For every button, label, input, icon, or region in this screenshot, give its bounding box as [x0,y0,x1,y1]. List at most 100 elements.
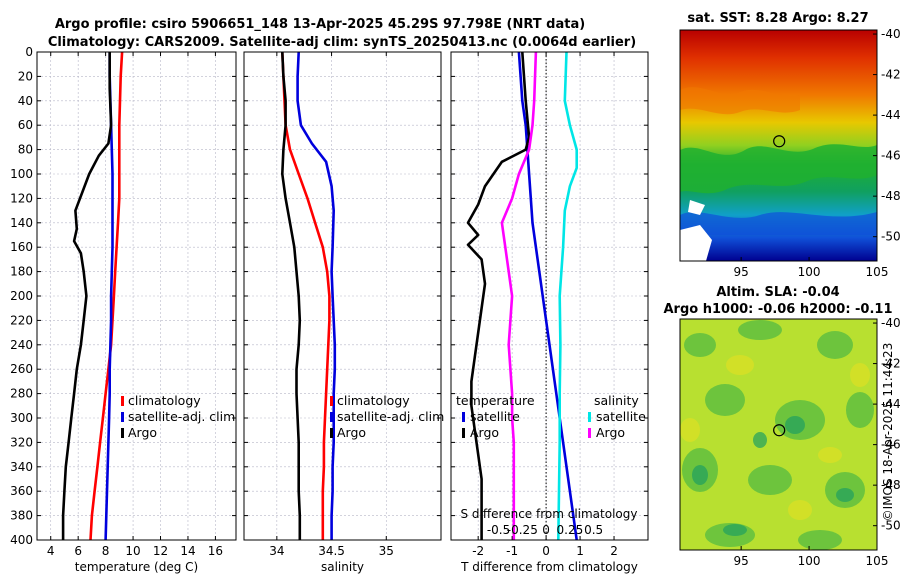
x-tick-label: 34 [269,544,284,558]
depth-tick-label: 220 [10,313,33,327]
legend-swatch-satellite [121,412,124,422]
watermark: ©IMOS 18-Apr-2025 11:44:23 [881,343,895,522]
depth-tick-label: 260 [10,362,33,376]
map-y-tick-label: -44 [881,108,900,122]
plot-frame [243,51,442,541]
series-line-argo [280,51,302,540]
legend-label: Argo [337,425,366,440]
legend-swatch-climatology [330,396,333,406]
legend-label: Argo [128,425,157,440]
depth-tick-label: 180 [10,265,33,279]
depth-tick-label: 300 [10,411,33,425]
difference-legend: temperature satellite Argo salinity sate… [456,393,646,440]
map-x-tick-label: 95 [733,265,748,279]
depth-tick-label: 340 [10,460,33,474]
sla-heatmap [680,319,877,550]
x-tick-label: 8 [102,544,110,558]
difference-panel: -2 -1 0 1 2 T difference from climatology [450,51,649,574]
depth-tick-label: 100 [10,167,33,181]
x-tick-label: -2 [472,544,484,558]
series-line-satellite-adj-clim [296,51,337,540]
map-y-tick-label: -48 [881,189,900,203]
x-tick-label: -1 [506,544,518,558]
depth-tick-label: 240 [10,338,33,352]
map-y-tick-label: -48 [881,478,900,492]
x-tick-label: 10 [125,544,140,558]
secondary-axis-label: S difference from climatology [461,507,638,521]
x-axis-label: temperature (deg C) [75,560,198,574]
legend-swatch-temp-satellite [462,412,465,422]
map-y-tick-label: -46 [881,149,900,163]
series-line-temperature-satellite [517,51,578,541]
sla-map-title-1: Altim. SLA: -0.04 [716,285,839,300]
x-tick-label: 0 [542,544,550,558]
legend-swatch-satellite [330,412,333,422]
x-tick-label: 34.5 [318,544,345,558]
map-x-tick-label: 100 [798,554,821,568]
legend-label: satellite [470,409,520,424]
depth-tick-label: 380 [10,509,33,523]
depth-tick-label: 200 [10,289,33,303]
x-axis-label: salinity [321,560,364,574]
map-x-tick-label: 105 [866,265,889,279]
plot-frame [450,51,649,541]
argo-location-marker [773,424,786,437]
legend-label: satellite [596,409,646,424]
depth-tick-label: 280 [10,387,33,401]
salinity-legend: climatology satellite-adj. clim Argo [330,393,444,440]
sst-map-ticks: 95 100 105 -40 -42 -44 -46 -48 -50 [733,27,900,279]
depth-tick-label: 60 [18,118,33,132]
sst-map-title: sat. SST: 8.28 Argo: 8.27 [687,11,868,26]
legend-swatch-sal-satellite [588,412,591,422]
series-line-argo [61,52,113,540]
legend-title-temperature: temperature [456,393,535,408]
sla-map-frame [679,318,878,551]
map-y-tick-label: -40 [881,316,900,330]
title-line-2: Climatology: CARS2009. Satellite-adj cli… [48,35,636,50]
x-tick-label: 6 [74,544,82,558]
series-line-salinity-satellite [557,51,579,541]
map-y-tick-label: -40 [881,27,900,41]
depth-tick-label: 40 [18,94,33,108]
legend-swatch-climatology [121,396,124,406]
x-axis-label: T difference from climatology [460,560,638,574]
secondary-axis-ticks: -0.5-0.25 0 0.25 0.5 [487,523,603,537]
map-y-tick-label: -44 [881,397,900,411]
secondary-tick-label: -0.5 [487,523,510,537]
legend-label: climatology [128,393,201,408]
depth-tick-label: 140 [10,216,33,230]
x-tick-label: 2 [610,544,618,558]
sla-map-ticks: 95 100 105 -40 -42 -44 -46 -48 -50 [733,316,900,568]
series-line-climatology [281,51,331,540]
x-tick-label: 1 [576,544,584,558]
series-line-temperature-argo [466,51,531,540]
map-y-tick-label: -42 [881,357,900,371]
x-tick-label: 12 [153,544,168,558]
x-tick-label: 4 [47,544,55,558]
legend-swatch-argo [121,428,124,438]
x-tick-label: 35 [379,544,394,558]
map-x-tick-label: 95 [733,554,748,568]
depth-tick-label: 360 [10,484,33,498]
x-tick-label: 16 [208,544,223,558]
salinity-panel: 34 34.5 35 salinity [243,51,442,574]
depth-tick-label: 160 [10,240,33,254]
series-line-salinity-argo [500,51,538,540]
depth-tick-label: 320 [10,435,33,449]
depth-tick-label: 400 [10,533,33,547]
argo-location-marker [773,135,786,148]
title-line-1: Argo profile: csiro 5906651_148 13-Apr-2… [55,17,585,32]
secondary-tick-label: 0.5 [584,523,603,537]
depth-tick-label: 120 [10,191,33,205]
legend-swatch-argo [330,428,333,438]
legend-swatch-temp-argo [462,428,465,438]
depth-tick-label: 0 [25,45,33,59]
sla-map-title-2: Argo h1000: -0.06 h2000: -0.11 [663,302,892,317]
sst-map-frame [679,29,878,262]
legend-label: Argo [470,425,499,440]
depth-tick-label: 20 [18,69,33,83]
temperature-panel: 0 20 40 60 80 100 120 140 160 180 200 220 240 260 280 3… [10,45,237,574]
map-y-tick-label: -46 [881,438,900,452]
legend-label: climatology [337,393,410,408]
